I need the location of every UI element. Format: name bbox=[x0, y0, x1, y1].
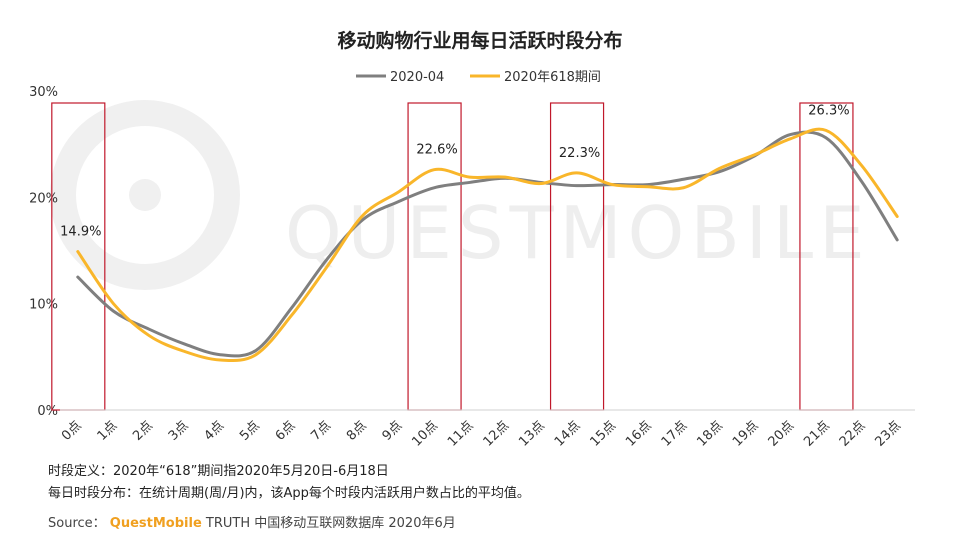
watermark-text: QUESTMOBILE bbox=[285, 191, 871, 275]
x-tick-label: 4点 bbox=[201, 418, 227, 444]
series-lines bbox=[76, 127, 899, 363]
watermark-logo-dot bbox=[129, 179, 161, 211]
x-tick-label: 12点 bbox=[481, 418, 512, 449]
x-tick-label: 18点 bbox=[694, 418, 725, 449]
data-label: 14.9% bbox=[60, 225, 101, 240]
x-tick-label: 8点 bbox=[344, 418, 370, 444]
x-tick-label: 9点 bbox=[380, 418, 406, 444]
x-tick-label: 5点 bbox=[237, 418, 263, 444]
series-line-618 bbox=[76, 127, 899, 363]
x-tick-label: 7点 bbox=[308, 418, 334, 444]
x-tick-label: 2点 bbox=[130, 418, 156, 444]
data-label: 26.3% bbox=[808, 103, 849, 118]
note-period-definition: 时段定义：2020年“618”期间指2020年5月20日-6月18日 bbox=[48, 464, 389, 479]
source-suffix: TRUTH 中国移动互联网数据库 2020年6月 bbox=[201, 516, 456, 531]
x-tick-label: 23点 bbox=[873, 418, 904, 449]
source-brand: QuestMobile bbox=[109, 516, 202, 531]
x-tick-label: 11点 bbox=[445, 418, 476, 449]
watermark-logo-ring bbox=[50, 100, 240, 290]
source-line: Source： QuestMobile TRUTH 中国移动互联网数据库 202… bbox=[48, 512, 456, 531]
line-chart: QUESTMOBILE 移动购物行业用每日活跃时段分布 2020-04 2020年… bbox=[29, 29, 915, 450]
y-tick-label: 10% bbox=[29, 298, 58, 313]
x-tick-label: 3点 bbox=[166, 418, 192, 444]
x-tick-label: 0点 bbox=[59, 418, 85, 444]
y-tick-label: 20% bbox=[29, 191, 58, 206]
x-tick-label: 13点 bbox=[516, 418, 547, 449]
x-tick-label: 10点 bbox=[409, 418, 440, 449]
x-axis: 0点 1点 2点 3点 4点 5点 6点 7点 8点 9点 10点 11点 12点 13点 14点 15点 16… bbox=[59, 409, 915, 450]
x-tick-label: 21点 bbox=[801, 418, 832, 449]
legend-label: 2020年618期间 bbox=[504, 70, 601, 85]
chart-title: 移动购物行业用每日活跃时段分布 bbox=[337, 29, 622, 52]
source-prefix: Source： bbox=[48, 516, 106, 531]
data-label: 22.6% bbox=[416, 143, 457, 158]
legend: 2020-04 2020年618期间 bbox=[356, 70, 601, 85]
data-labels: 14.9% 22.6% 22.3% 26.3% bbox=[60, 103, 849, 239]
y-tick-label: 30% bbox=[29, 85, 58, 100]
x-tick-label: 16点 bbox=[623, 418, 654, 449]
x-tick-label: 14点 bbox=[552, 418, 583, 449]
data-label: 22.3% bbox=[559, 146, 600, 161]
x-tick-label: 1点 bbox=[95, 418, 121, 444]
x-tick-label: 20点 bbox=[766, 418, 797, 449]
y-tick-label: 0% bbox=[37, 404, 58, 419]
legend-label: 2020-04 bbox=[390, 70, 444, 85]
x-tick-label: 19点 bbox=[730, 418, 761, 449]
y-axis: 0% 10% 20% 30% bbox=[29, 85, 58, 419]
watermark: QUESTMOBILE bbox=[50, 100, 871, 290]
x-tick-label: 17点 bbox=[659, 418, 690, 449]
x-tick-label: 6点 bbox=[273, 418, 299, 444]
x-tick-label: 15点 bbox=[588, 418, 619, 449]
x-tick-label: 22点 bbox=[837, 418, 868, 449]
note-hourly-distribution: 每日时段分布：在统计周期(周/月)内，该App每个时段内活跃用户数占比的平均值。 bbox=[48, 486, 530, 501]
